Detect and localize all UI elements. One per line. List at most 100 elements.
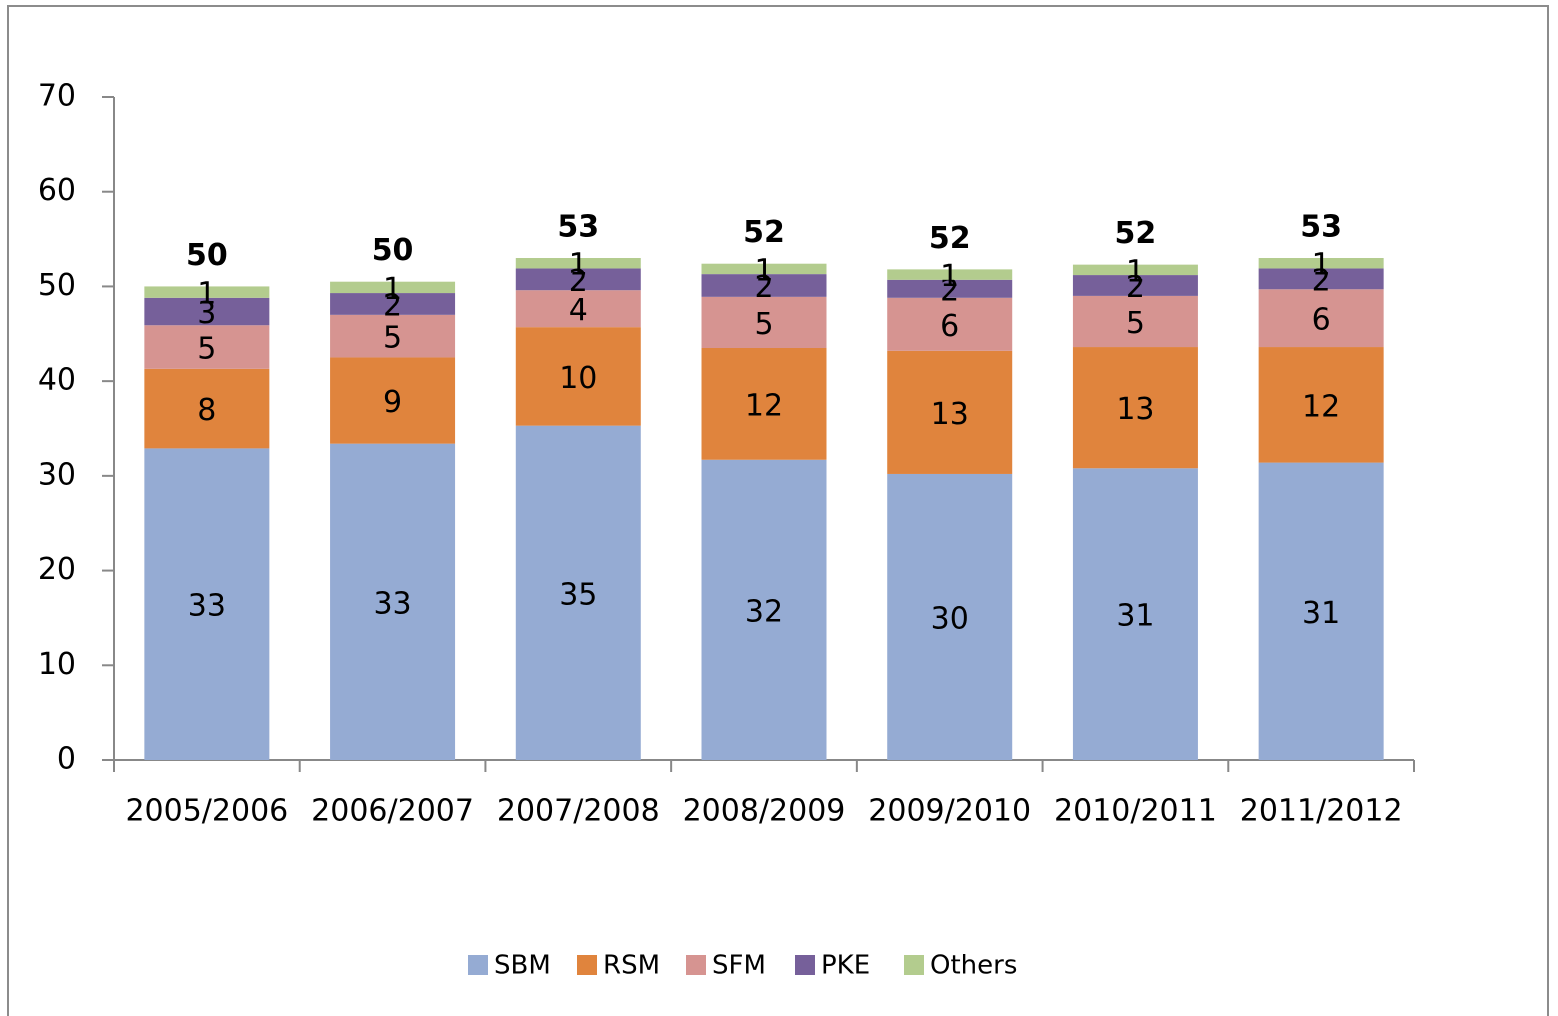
- legend-swatch: [468, 955, 488, 975]
- y-tick-label: 50: [38, 268, 76, 303]
- data-label: 31: [1116, 599, 1154, 634]
- data-label: 30: [931, 601, 969, 636]
- legend-swatch: [795, 955, 815, 975]
- bar-segment: [1072, 264, 1198, 276]
- legend-swatch: [577, 955, 597, 975]
- data-label: 8: [197, 393, 216, 428]
- bar-segment: [1072, 347, 1198, 469]
- y-tick-label: 70: [38, 79, 76, 114]
- bar-segment: [1072, 468, 1198, 760]
- bar-segment: [701, 459, 827, 760]
- data-label: 2: [940, 273, 959, 308]
- data-label: 1: [569, 248, 588, 283]
- data-label: 12: [1302, 389, 1340, 424]
- data-label: 6: [1312, 303, 1331, 338]
- legend-label: RSM: [603, 951, 660, 981]
- total-label: 53: [557, 210, 599, 245]
- bar-segment: [144, 325, 270, 369]
- data-label: 10: [559, 361, 597, 396]
- bar-segment: [144, 297, 270, 326]
- legend-label: Others: [930, 951, 1017, 981]
- total-label: 53: [1300, 210, 1342, 245]
- bar-segment: [515, 327, 641, 426]
- data-label: 1: [1312, 248, 1331, 283]
- legend-label: SBM: [494, 951, 551, 981]
- data-label: 5: [383, 321, 402, 356]
- bar-segment: [1072, 275, 1198, 296]
- bar-segment: [887, 297, 1013, 351]
- bar-segment: [330, 281, 456, 294]
- y-tick-label: 40: [38, 363, 76, 398]
- bar-segment: [887, 350, 1013, 474]
- data-label: 13: [931, 397, 969, 432]
- bar-segment: [330, 443, 456, 760]
- x-tick-label: 2009/2010: [868, 794, 1031, 829]
- bar-segment: [515, 258, 641, 269]
- data-label: 5: [197, 332, 216, 367]
- data-label: 33: [373, 586, 411, 621]
- total-label: 52: [743, 215, 785, 250]
- bar-segment: [1258, 462, 1384, 760]
- x-tick-label: 2010/2011: [1054, 794, 1217, 829]
- x-tick-label: 2006/2007: [311, 794, 474, 829]
- y-tick-label: 20: [38, 552, 76, 587]
- bar-segment: [1258, 289, 1384, 348]
- bar-segment: [144, 368, 270, 449]
- bar-segment: [330, 314, 456, 358]
- y-tick-label: 10: [38, 647, 76, 682]
- bar-segment: [330, 293, 456, 315]
- data-label: 32: [745, 594, 783, 629]
- bar-segment: [515, 290, 641, 328]
- data-label: 1: [754, 253, 773, 288]
- data-label: 2: [754, 270, 773, 305]
- bar-segment: [1258, 347, 1384, 463]
- data-label: 3: [197, 296, 216, 331]
- bar-segment: [515, 268, 641, 291]
- bar-segment: [1258, 258, 1384, 269]
- bar-segment: [701, 263, 827, 275]
- x-tick-label: 2005/2006: [125, 794, 288, 829]
- total-label: 50: [186, 238, 228, 273]
- bar-segment: [701, 347, 827, 460]
- bar-segment: [515, 425, 641, 760]
- data-label: 6: [940, 309, 959, 344]
- bar-segment: [887, 269, 1013, 280]
- y-tick-label: 60: [38, 173, 76, 208]
- bar-segment: [701, 274, 827, 297]
- data-label: 5: [1126, 306, 1145, 341]
- data-label: 1: [383, 272, 402, 307]
- total-label: 52: [929, 221, 971, 256]
- x-tick-label: 2011/2012: [1240, 794, 1403, 829]
- data-label: 13: [1116, 392, 1154, 427]
- legend-label: PKE: [821, 951, 870, 981]
- data-label: 12: [745, 388, 783, 423]
- total-label: 50: [372, 233, 414, 268]
- data-label: 1: [197, 277, 216, 312]
- data-label: 9: [383, 385, 402, 420]
- data-label: 2: [383, 288, 402, 323]
- data-label: 1: [1126, 254, 1145, 289]
- bar-segment: [144, 448, 270, 760]
- bar-segment: [701, 296, 827, 348]
- legend-label: SFM: [712, 951, 766, 981]
- data-label: 2: [1312, 263, 1331, 298]
- data-label: 35: [559, 577, 597, 612]
- data-label: 1: [940, 259, 959, 294]
- bar-segment: [887, 473, 1013, 760]
- data-label: 2: [569, 264, 588, 299]
- data-label: 31: [1302, 596, 1340, 631]
- y-tick-label: 0: [57, 742, 76, 777]
- data-label: 2: [1126, 270, 1145, 305]
- data-label: 33: [188, 589, 226, 624]
- bar-segment: [144, 286, 270, 298]
- bar-segment: [887, 279, 1013, 298]
- bar-segment: [1258, 268, 1384, 290]
- x-tick-label: 2007/2008: [497, 794, 660, 829]
- bar-segment: [1072, 295, 1198, 348]
- x-tick-label: 2008/2009: [683, 794, 846, 829]
- legend-swatch: [904, 955, 924, 975]
- legend-swatch: [686, 955, 706, 975]
- bar-segment: [330, 357, 456, 444]
